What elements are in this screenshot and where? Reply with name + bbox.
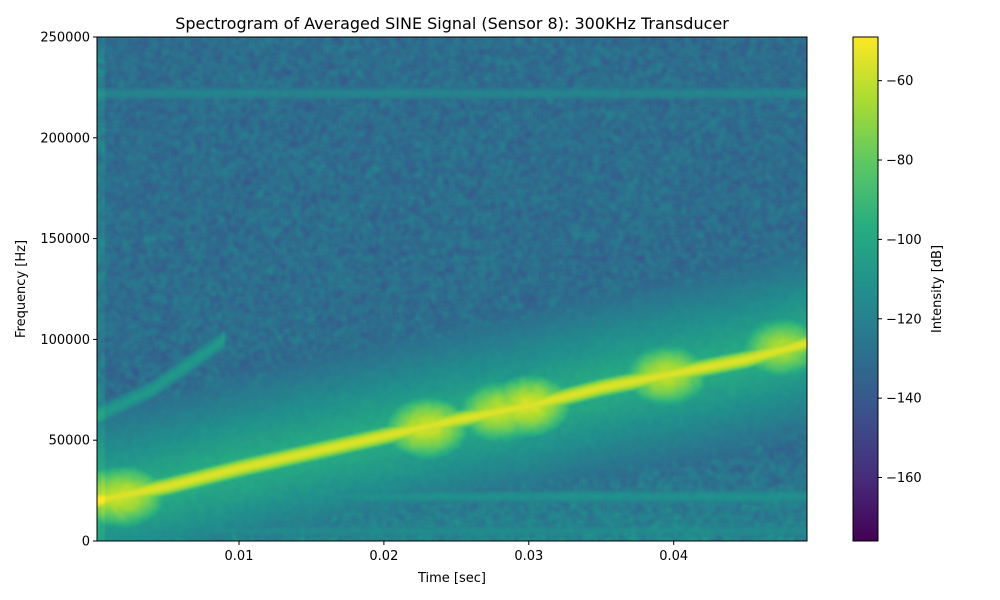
heatmap-container bbox=[97, 37, 807, 541]
y-tick-label: 150000 bbox=[40, 232, 90, 247]
chart-title: Spectrogram of Averaged SINE Signal (Sen… bbox=[175, 14, 729, 33]
colorbar-label: Intensity [dB] bbox=[930, 245, 945, 333]
colorbar-tick-label: −60 bbox=[886, 74, 913, 89]
colorbar-tick-label: −160 bbox=[886, 471, 922, 486]
colorbar-tick-label: −80 bbox=[886, 154, 913, 169]
colorbar-gradient bbox=[852, 36, 879, 542]
y-tick-label: 200000 bbox=[40, 131, 90, 146]
colorbar-tick-label: −100 bbox=[886, 233, 922, 248]
plot-area bbox=[96, 36, 808, 542]
x-axis: 0.01 0.02 0.03 0.04 bbox=[225, 541, 688, 564]
colorbar-tick-label: −140 bbox=[886, 392, 922, 407]
colorbar-tick-label: −120 bbox=[886, 312, 922, 327]
colorbar: −160 −140 −120 −100 −80 −60 Intensity [dB] bbox=[852, 36, 945, 542]
x-tick-label: 0.02 bbox=[369, 549, 398, 564]
x-tick-label: 0.04 bbox=[659, 549, 688, 564]
colorbar-ticks: −160 −140 −120 −100 −80 −60 bbox=[878, 74, 922, 486]
x-tick-label: 0.01 bbox=[225, 549, 254, 564]
plot-frame bbox=[96, 36, 808, 542]
y-tick-label: 50000 bbox=[49, 434, 90, 449]
x-tick-label: 0.03 bbox=[514, 549, 543, 564]
y-axis-label: Frequency [Hz] bbox=[14, 240, 29, 338]
x-axis-label: Time [sec] bbox=[417, 571, 486, 586]
y-tick-label: 250000 bbox=[40, 31, 90, 46]
y-tick-label: 0 bbox=[82, 535, 90, 550]
y-tick-label: 100000 bbox=[40, 333, 90, 348]
spectrogram-heatmap bbox=[97, 37, 807, 541]
y-axis: 0 50000 100000 150000 200000 250000 bbox=[40, 31, 97, 550]
